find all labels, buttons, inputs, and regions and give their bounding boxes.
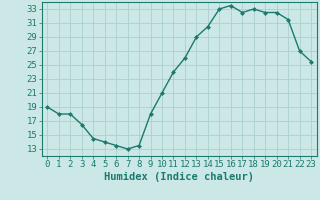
X-axis label: Humidex (Indice chaleur): Humidex (Indice chaleur) [104, 172, 254, 182]
